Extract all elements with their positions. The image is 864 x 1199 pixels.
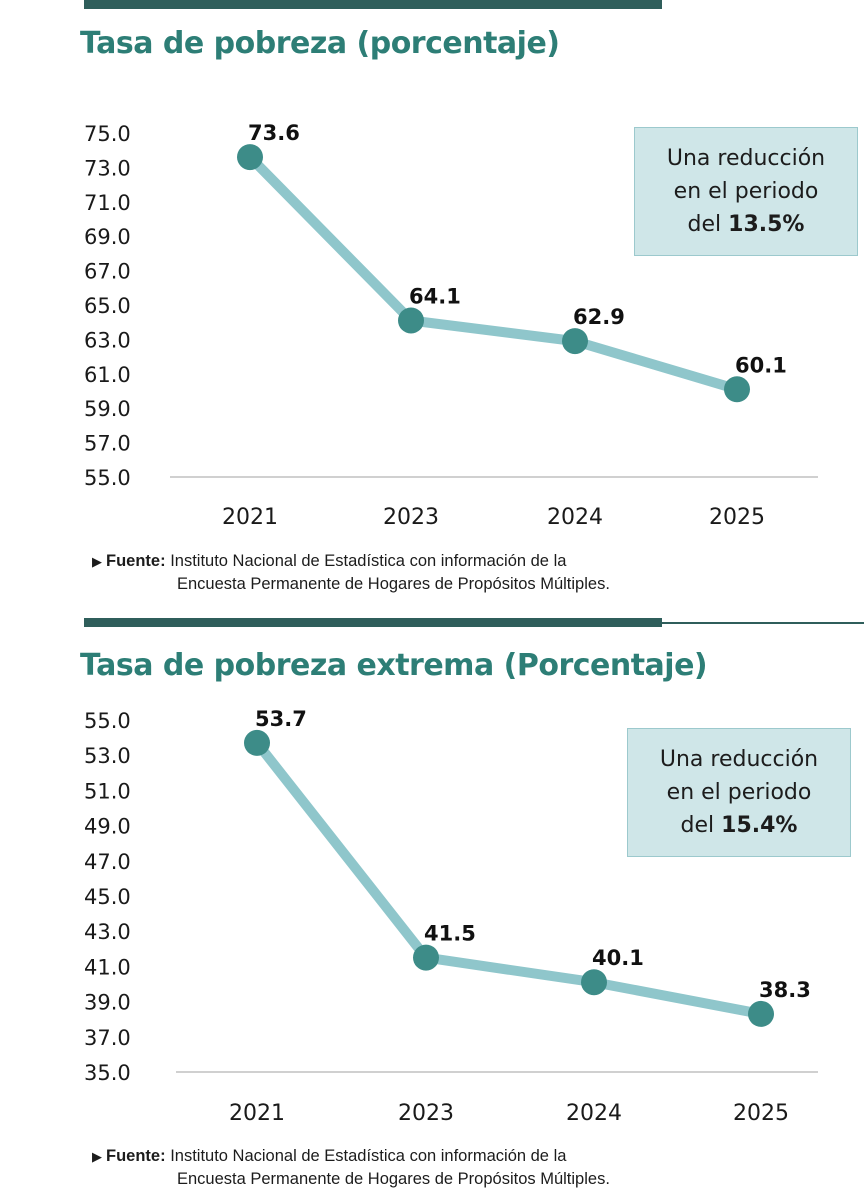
chart2-ytick-label: 45.0 (84, 885, 131, 909)
chart1-xtick-label: 2025 (709, 505, 765, 530)
chart2-data-label: 41.5 (424, 922, 476, 946)
chart1-ytick-label: 59.0 (84, 397, 131, 421)
chart1-note-prefix: del (687, 212, 722, 237)
chart1-data-label: 62.9 (573, 305, 625, 329)
chart2-reduction-note: Una reducción en el periodo del 15.4% (627, 728, 851, 857)
chart2-xtick-label: 2024 (566, 1101, 622, 1126)
chart2-title: Tasa de pobreza extrema (Porcentaje) (80, 648, 708, 683)
chart2-ytick-label: 51.0 (84, 779, 131, 803)
chart1-data-point (398, 307, 424, 334)
extreme-poverty-rate-chart: 55.0 53.0 51.0 49.0 47.0 45.0 43.0 41.0 39.0 37.0… (84, 707, 818, 1126)
chart1-note-line1: Una reducción (666, 146, 826, 171)
chart1-xtick-label: 2023 (383, 505, 439, 530)
chart2-ytick-label: 55.0 (84, 709, 131, 733)
chart1-ytick-label: 73.0 (84, 156, 131, 180)
chart2-note-value: 15.4% (721, 813, 798, 838)
chart2-ytick-label: 47.0 (84, 850, 131, 874)
chart1-source-line1: Instituto Nacional de Estadística con in… (170, 552, 567, 570)
chart2-note-line2: en el periodo (666, 780, 812, 805)
chart1-data-point (724, 376, 750, 403)
chart1-ytick-label: 75.0 (84, 122, 131, 146)
chart1-ytick-label: 55.0 (84, 466, 131, 490)
chart1-note-value: 13.5% (728, 212, 805, 237)
chart2-source: ▶ Fuente: Instituto Nacional de Estadísti… (92, 1145, 610, 1190)
chart2-ytick-label: 41.0 (84, 955, 131, 979)
chart2-xtick-label: 2021 (229, 1101, 285, 1126)
chart1-series-line (245, 152, 742, 395)
chart1-source: ▶ Fuente: Instituto Nacional de Estadísti… (92, 550, 610, 595)
chart2-ytick-label: 37.0 (84, 1026, 131, 1050)
chart1-ytick-label: 63.0 (84, 328, 131, 352)
play-arrow-icon: ▶ (92, 554, 102, 569)
chart1-reduction-note: Una reducción en el periodo del 13.5% (634, 127, 858, 256)
chart1-data-point (237, 144, 263, 171)
chart2-data-point (413, 944, 439, 971)
chart2-data-label: 40.1 (592, 946, 644, 970)
chart2-source-line2: Encuesta Permanente de Hogares de Propós… (177, 1170, 610, 1188)
chart2-note-prefix: del (680, 813, 715, 838)
chart2-data-label: 53.7 (255, 707, 307, 731)
chart1-ytick-label: 69.0 (84, 225, 131, 249)
chart2-ytick-label: 49.0 (84, 815, 131, 839)
chart1-data-label: 64.1 (409, 284, 461, 308)
chart2-note-line1: Una reducción (659, 747, 819, 772)
chart1-xtick-label: 2024 (547, 505, 603, 530)
chart2-xtick-label: 2023 (398, 1101, 454, 1126)
chart1-note-line3: del 13.5% (635, 208, 857, 241)
chart2-source-line1: Instituto Nacional de Estadística con in… (170, 1147, 567, 1165)
chart1-data-point (562, 328, 588, 355)
chart2-series-line (252, 737, 766, 1019)
chart2-data-point (748, 1000, 774, 1027)
chart1-ytick-label: 65.0 (84, 294, 131, 318)
chart1-note-line2: en el periodo (673, 179, 819, 204)
play-arrow-icon: ▶ (92, 1149, 102, 1164)
chart1-data-label: 73.6 (248, 121, 300, 145)
chart1-source-label: Fuente: (106, 552, 166, 570)
chart2-ytick-label: 53.0 (84, 744, 131, 768)
top-accent-bar (84, 0, 662, 9)
chart1-xtick-label: 2021 (222, 505, 278, 530)
chart2-data-label: 38.3 (759, 978, 811, 1002)
chart2-data-point (244, 729, 270, 756)
chart2-note-line3: del 15.4% (628, 809, 850, 842)
poverty-rate-chart: 75.0 73.0 71.0 69.0 67.0 65.0 63.0 61.0 59.0 57.0… (84, 121, 818, 530)
chart2-ytick-label: 39.0 (84, 991, 131, 1015)
chart1-ytick-label: 61.0 (84, 363, 131, 387)
chart1-ytick-label: 57.0 (84, 432, 131, 456)
chart1-ytick-label: 71.0 (84, 191, 131, 215)
chart1-ytick-label: 67.0 (84, 260, 131, 284)
chart1-data-label: 60.1 (735, 353, 787, 377)
chart2-source-label: Fuente: (106, 1147, 166, 1165)
middle-accent-bar (84, 618, 662, 627)
chart2-xtick-label: 2025 (733, 1101, 789, 1126)
chart2-ytick-label: 35.0 (84, 1061, 131, 1085)
middle-accent-line (662, 622, 864, 624)
chart2-data-point (581, 969, 607, 996)
chart1-source-line2: Encuesta Permanente de Hogares de Propós… (177, 575, 610, 593)
chart1-title: Tasa de pobreza (porcentaje) (80, 26, 560, 61)
chart2-ytick-label: 43.0 (84, 920, 131, 944)
